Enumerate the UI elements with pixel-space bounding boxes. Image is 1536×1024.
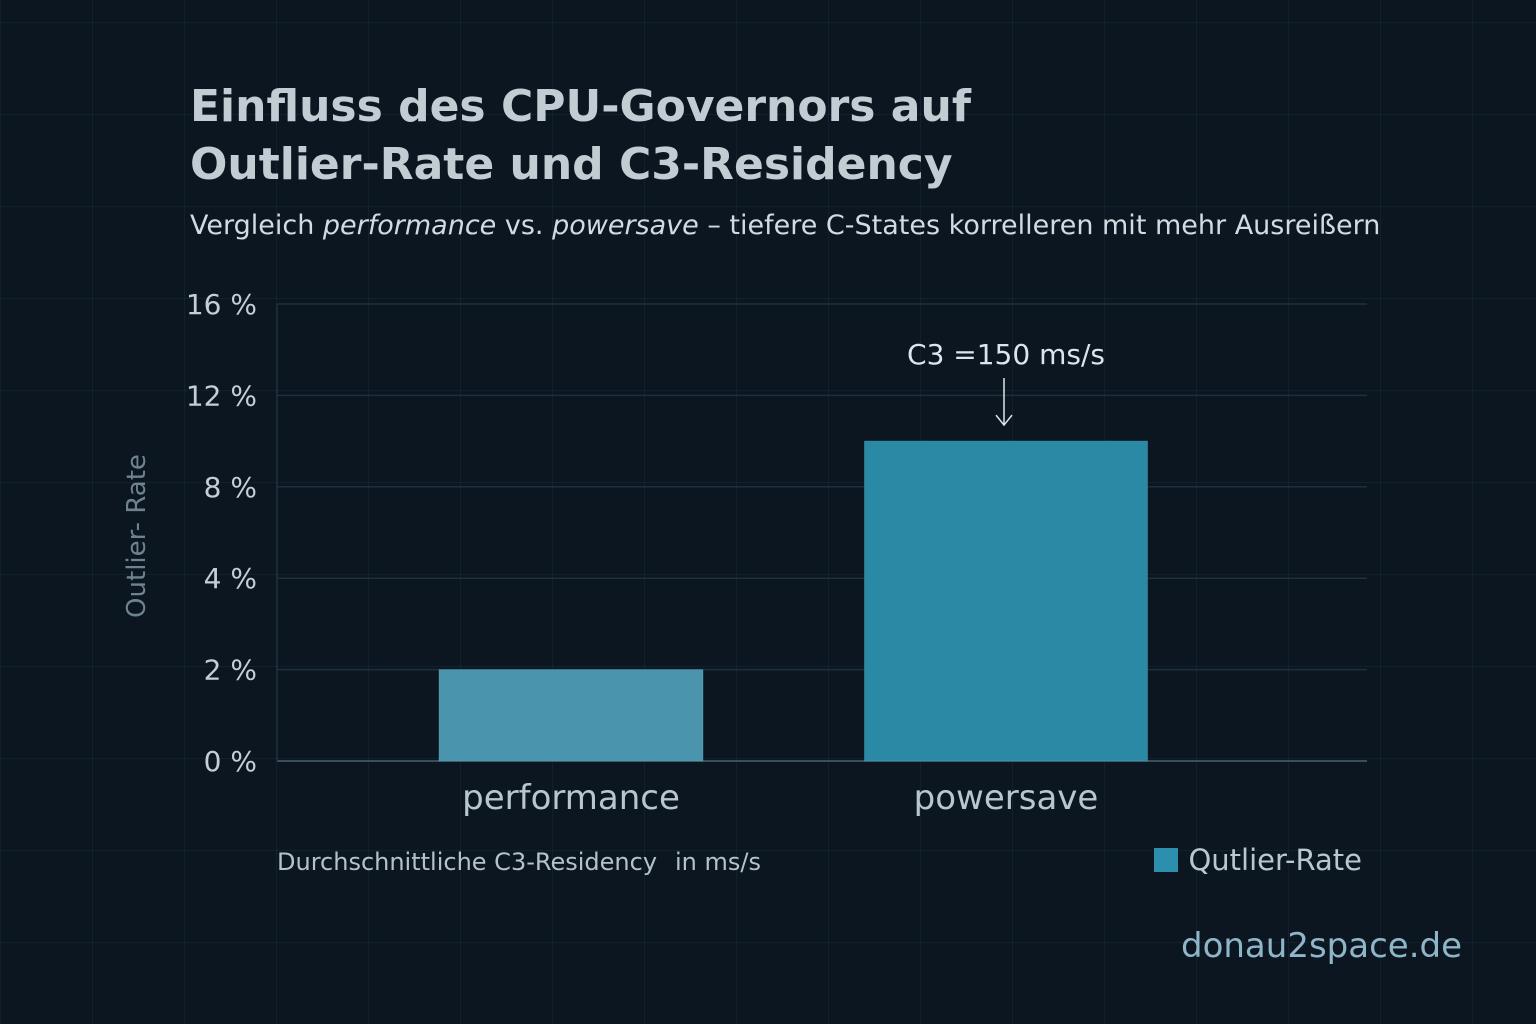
x-caption-main: Durchschnittliche C3-Residency — [277, 848, 658, 876]
annotation-label: C3 =150 ms/s — [907, 338, 1105, 371]
x-caption-unit: in ms/s — [675, 848, 761, 876]
y-tick-label: 2 % — [204, 654, 257, 687]
subtitle-suffix: – tiefere C-States korrelleren mit mehr … — [698, 210, 1381, 241]
subtitle-prefix: Vergleich — [190, 210, 323, 241]
x-axis-caption: Durchschnittliche C3-Residency in ms/s — [277, 848, 761, 876]
chart-subtitle: Vergleich performance vs. powersave – ti… — [190, 208, 1490, 244]
y-tick-label: 4 % — [204, 562, 257, 595]
legend-swatch — [1154, 848, 1179, 872]
bar-powersave — [864, 440, 1148, 762]
x-tick-label-performance: performance — [462, 778, 680, 818]
legend-label: Qutlier-Rate — [1188, 843, 1362, 877]
y-tick-label: 16 % — [186, 288, 257, 321]
annotation-arrow-head — [995, 414, 1013, 427]
x-tick-label-powersave: powersave — [914, 778, 1099, 818]
y-tick-label: 12 % — [186, 379, 257, 412]
bar-performance — [438, 669, 704, 762]
y-tick-label: 8 % — [204, 471, 257, 504]
subtitle-performance: performance — [322, 210, 497, 241]
chart-title-line-2: Outlier-Rate und C3-Residency — [190, 139, 953, 190]
brand-watermark: donau2space.de — [1181, 926, 1462, 966]
chart-title-line-1: Einfluss des CPU-Governors auf — [190, 81, 971, 132]
legend: Qutlier-Rate — [1154, 843, 1362, 877]
chart-title: Einfluss des CPU-Governors auf Outlier-R… — [190, 78, 1390, 194]
y-tick-label: 0 % — [204, 745, 257, 778]
subtitle-powersave: powersave — [552, 210, 699, 241]
subtitle-vs: vs. — [496, 210, 553, 241]
